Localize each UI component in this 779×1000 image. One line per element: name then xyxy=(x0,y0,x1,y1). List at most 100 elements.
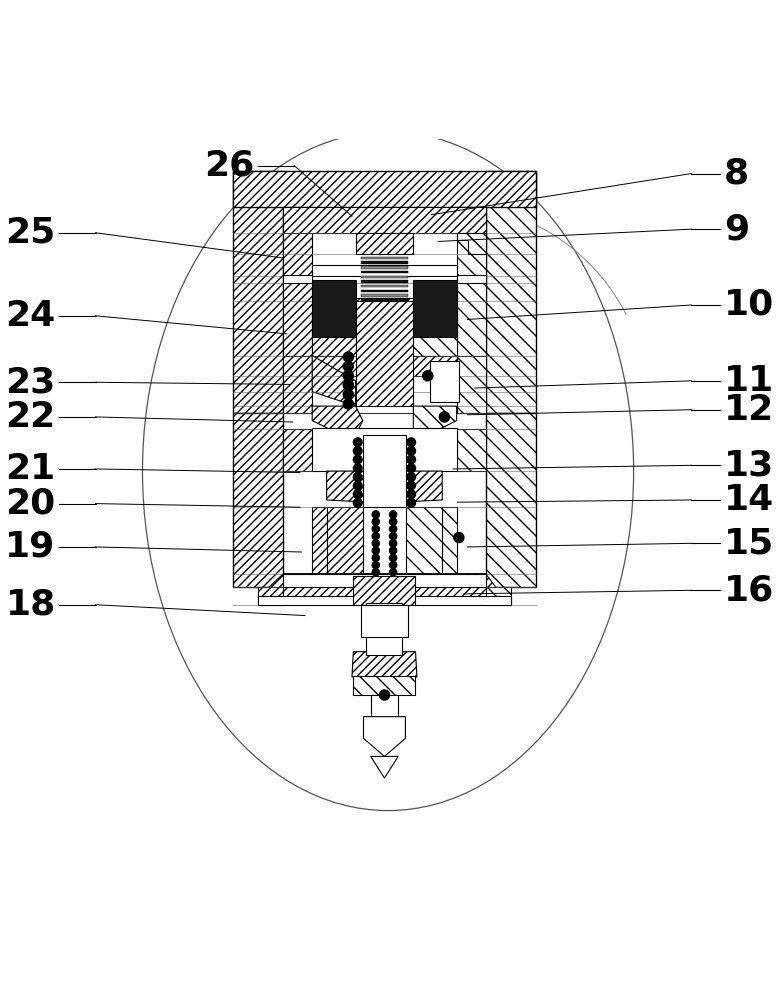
Circle shape xyxy=(372,518,379,525)
Circle shape xyxy=(390,518,397,525)
Polygon shape xyxy=(258,574,503,598)
Text: 14: 14 xyxy=(724,483,774,517)
Circle shape xyxy=(439,412,449,422)
Bar xyxy=(361,299,408,301)
Text: 24: 24 xyxy=(5,299,56,333)
Circle shape xyxy=(407,447,415,455)
Bar xyxy=(361,271,408,273)
Circle shape xyxy=(407,481,415,490)
Polygon shape xyxy=(233,171,536,207)
Text: 20: 20 xyxy=(5,487,56,521)
Bar xyxy=(354,576,415,605)
Bar xyxy=(312,280,355,337)
Polygon shape xyxy=(414,406,456,435)
Circle shape xyxy=(379,690,390,700)
Circle shape xyxy=(344,399,354,409)
Text: 15: 15 xyxy=(724,526,774,560)
Text: 19: 19 xyxy=(5,530,56,564)
Circle shape xyxy=(390,525,397,533)
Bar xyxy=(361,261,408,264)
Circle shape xyxy=(407,473,415,481)
Polygon shape xyxy=(284,356,312,413)
Bar xyxy=(284,574,485,587)
Polygon shape xyxy=(456,207,485,356)
Bar xyxy=(361,276,408,278)
Polygon shape xyxy=(456,356,485,413)
Circle shape xyxy=(372,547,379,554)
Polygon shape xyxy=(312,356,355,406)
Polygon shape xyxy=(406,507,442,579)
Bar xyxy=(361,290,408,292)
Text: 18: 18 xyxy=(5,588,56,622)
Circle shape xyxy=(407,464,415,473)
Circle shape xyxy=(354,481,362,490)
Circle shape xyxy=(372,511,379,518)
Bar xyxy=(456,275,485,283)
Circle shape xyxy=(344,371,354,381)
Polygon shape xyxy=(312,507,326,587)
Polygon shape xyxy=(456,233,485,254)
Circle shape xyxy=(372,525,379,533)
Circle shape xyxy=(423,371,433,381)
Text: 22: 22 xyxy=(5,400,56,434)
Polygon shape xyxy=(284,207,312,356)
Circle shape xyxy=(390,547,397,554)
Bar xyxy=(361,257,408,259)
Bar xyxy=(366,603,403,655)
Circle shape xyxy=(407,499,415,507)
Bar xyxy=(312,265,456,276)
Circle shape xyxy=(372,569,379,576)
Text: 26: 26 xyxy=(204,149,255,183)
Polygon shape xyxy=(414,312,456,356)
Polygon shape xyxy=(233,413,284,587)
Polygon shape xyxy=(284,429,312,471)
Bar xyxy=(363,435,406,507)
Text: 9: 9 xyxy=(724,212,749,246)
Circle shape xyxy=(354,455,362,464)
Circle shape xyxy=(390,554,397,561)
Bar xyxy=(361,605,408,637)
Circle shape xyxy=(407,438,415,447)
Polygon shape xyxy=(485,413,536,587)
Bar xyxy=(361,285,408,287)
Circle shape xyxy=(344,352,354,362)
Circle shape xyxy=(354,499,362,507)
Circle shape xyxy=(344,389,354,400)
Text: 10: 10 xyxy=(724,288,774,322)
Bar xyxy=(354,676,415,695)
Circle shape xyxy=(344,380,354,390)
Bar xyxy=(361,280,408,283)
Circle shape xyxy=(454,533,464,543)
Polygon shape xyxy=(456,429,485,471)
Bar xyxy=(414,280,456,337)
Polygon shape xyxy=(233,171,284,413)
Polygon shape xyxy=(312,312,355,356)
Circle shape xyxy=(407,455,415,464)
Text: 16: 16 xyxy=(724,573,774,607)
Polygon shape xyxy=(485,587,511,605)
Bar xyxy=(312,428,456,471)
Text: 13: 13 xyxy=(724,448,774,482)
Text: 11: 11 xyxy=(724,364,774,398)
Circle shape xyxy=(372,540,379,547)
Bar xyxy=(361,266,408,269)
Circle shape xyxy=(390,540,397,547)
Circle shape xyxy=(372,554,379,561)
Circle shape xyxy=(407,490,415,499)
Text: 21: 21 xyxy=(5,452,56,486)
Text: 23: 23 xyxy=(5,365,56,399)
Bar xyxy=(284,275,312,283)
Circle shape xyxy=(372,533,379,540)
Polygon shape xyxy=(442,507,456,587)
Circle shape xyxy=(390,511,397,518)
Circle shape xyxy=(354,473,362,481)
Polygon shape xyxy=(312,406,363,435)
Text: 12: 12 xyxy=(724,393,774,427)
Bar xyxy=(361,294,408,297)
Text: 25: 25 xyxy=(5,216,56,250)
Bar xyxy=(258,596,511,605)
Bar xyxy=(355,301,414,406)
Polygon shape xyxy=(364,717,405,756)
Circle shape xyxy=(354,438,362,447)
Circle shape xyxy=(390,569,397,576)
